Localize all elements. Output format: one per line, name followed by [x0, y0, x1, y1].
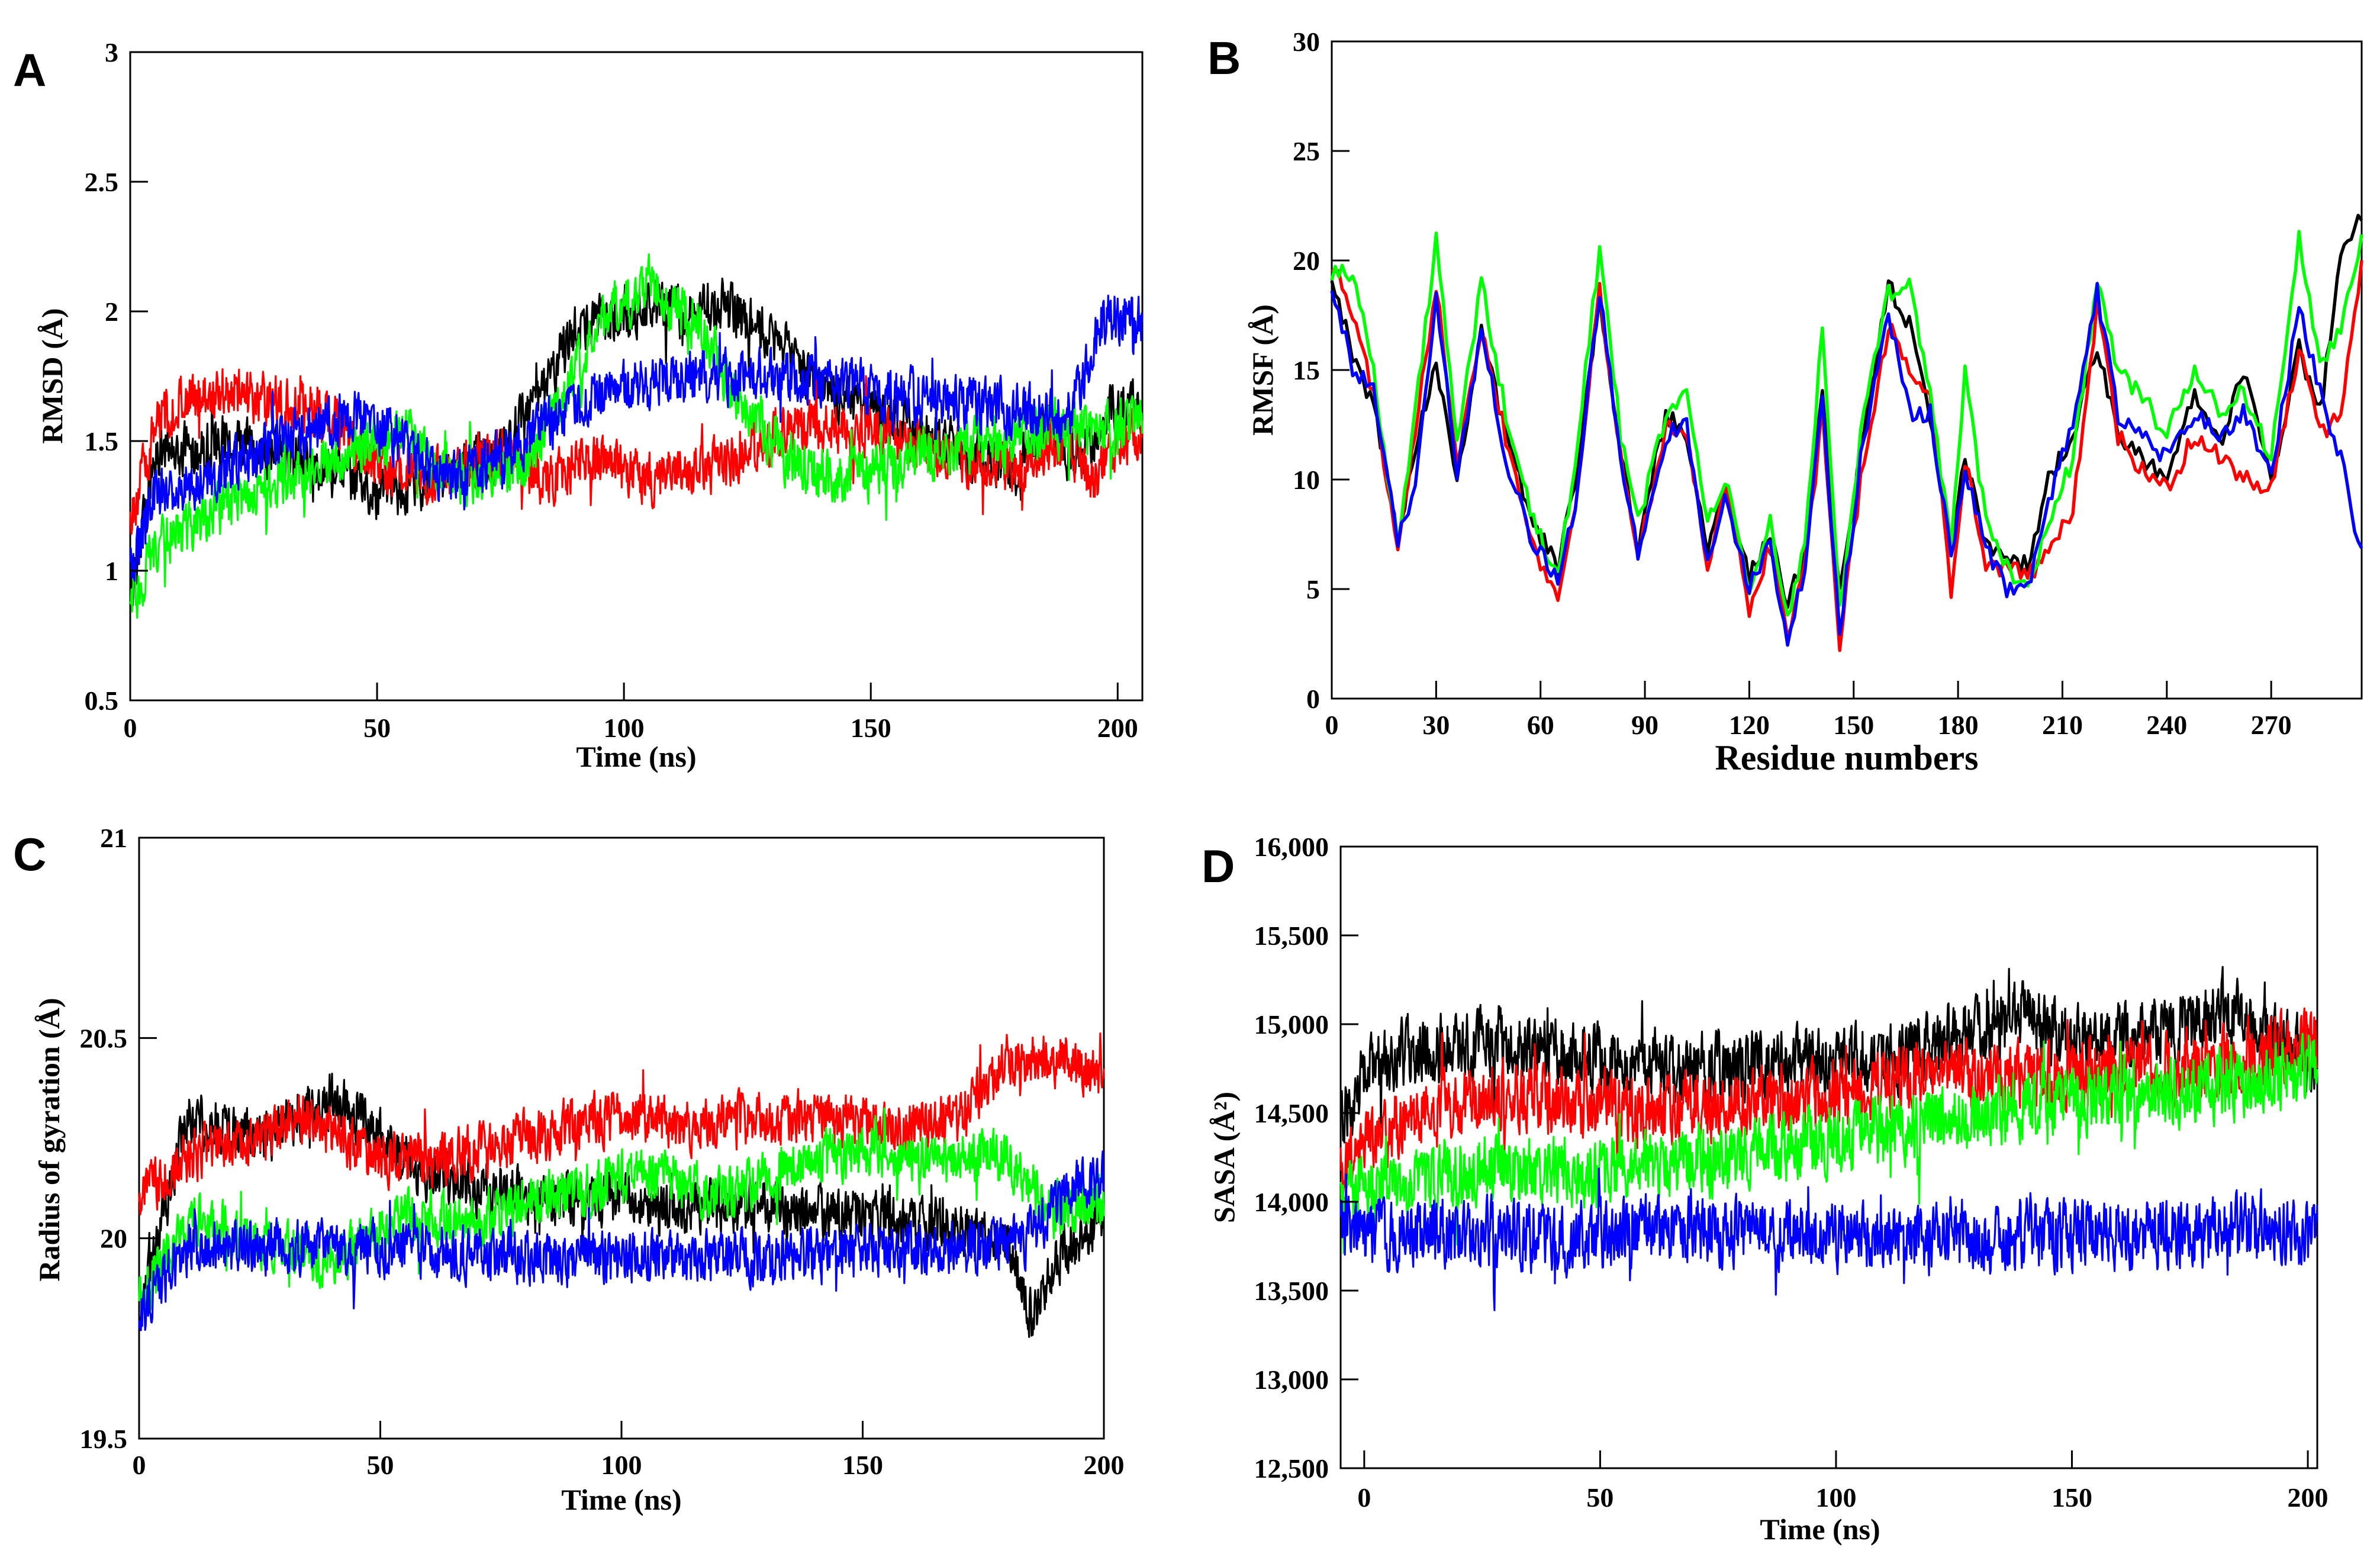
panel-letter-a: A	[13, 44, 46, 96]
x-tick-label-b: 90	[1631, 710, 1658, 740]
series-line-b-blue	[1330, 282, 2363, 647]
y-tick-label-b: 10	[1293, 465, 1320, 495]
y-axis-title-c: Radius of gyration (Å)	[33, 998, 66, 1281]
series-layer-d	[1339, 966, 2318, 1311]
y-tick-label-b: 25	[1293, 136, 1320, 166]
panel-letter-d: D	[1202, 840, 1235, 892]
y-tick-label-d: 15,000	[1254, 1009, 1329, 1040]
y-tick-label-c: 19.5	[80, 1424, 128, 1454]
series-line-a-green	[129, 253, 1144, 619]
y-tick-label-b: 5	[1306, 574, 1320, 604]
x-tick-label-d: 100	[1815, 1482, 1856, 1513]
x-tick-label-a: 100	[604, 713, 645, 743]
series-line-a-blue	[129, 294, 1144, 582]
y-tick-label-a: 1	[105, 556, 118, 586]
y-tick-label-d: 14,500	[1254, 1098, 1329, 1128]
panel-a: A 0 50 100 150 200 0.5 1 1.5 2 2.5 3 Time (ns) RMS…	[13, 37, 1144, 773]
y-axis-title-b: RMSF (Å)	[1246, 304, 1279, 436]
y-tick-label-d: 16,000	[1254, 832, 1329, 862]
series-line-d-green	[1339, 1032, 2318, 1254]
x-tick-label-b: 120	[1729, 710, 1770, 740]
plot-frame-b	[1331, 40, 2363, 700]
x-tick-label-d: 50	[1586, 1482, 1613, 1513]
x-tick-label-a: 150	[851, 713, 891, 743]
plot-frame-c	[138, 837, 1105, 1440]
panel-b: B 0 30 60 90 120 150 180 210 240 270051015202530 …	[1207, 27, 2363, 777]
y-tick-label-d: 13,500	[1254, 1276, 1329, 1306]
plot-frame-a	[129, 51, 1144, 702]
x-tick-label-a: 0	[124, 713, 137, 743]
x-tick-label-c: 0	[133, 1450, 146, 1480]
x-tick-label-d: 0	[1357, 1482, 1371, 1513]
series-line-c-green	[138, 1107, 1105, 1314]
panel-c: C 0 50 100 150 200 19.5 20 20.5 21 Time (ns) Rad…	[13, 823, 1125, 1516]
panel-letter-c: C	[13, 828, 46, 880]
x-tick-label-b: 30	[1422, 710, 1450, 740]
ticks-a: 0 50 100 150 200 0.5 1 1.5 2 2.5 3	[85, 37, 1138, 743]
x-tick-label-c: 150	[842, 1450, 883, 1480]
y-tick-label-a: 2.5	[85, 167, 119, 197]
ticks-d: 0 50 100 150 200 12,500 13,000 13,500 14,000 14,5…	[1254, 832, 2329, 1513]
y-tick-label-b: 0	[1306, 684, 1320, 714]
x-tick-label-b: 270	[2251, 710, 2292, 740]
x-tick-label-c: 200	[1084, 1450, 1125, 1480]
y-tick-label-b: 20	[1293, 246, 1320, 276]
series-layer-c	[138, 1032, 1105, 1338]
panel-d: D 0 50 100 150 200 12,500 13,000 13,500 14,000 14…	[1202, 832, 2329, 1546]
panel-letter-b: B	[1207, 32, 1241, 84]
x-tick-label-d: 150	[2051, 1482, 2092, 1513]
x-tick-label-b: 210	[2042, 710, 2083, 740]
y-tick-label-d: 14,000	[1254, 1187, 1329, 1217]
y-tick-label-b: 15	[1293, 355, 1320, 385]
ticks-b: 0 30 60 90 120 150 180 210 240 270 0 5 10 15 20 25 30	[1293, 27, 2292, 740]
series-line-c-blue	[138, 1150, 1105, 1331]
y-tick-label-a: 3	[105, 37, 118, 67]
x-tick-label-c: 50	[367, 1450, 394, 1480]
series-layer-b	[1330, 214, 2363, 652]
y-tick-label-c: 20.5	[80, 1023, 128, 1053]
y-tick-label-d: 12,500	[1254, 1453, 1329, 1484]
x-tick-label-b: 60	[1527, 710, 1554, 740]
x-tick-label-a: 200	[1097, 713, 1138, 743]
x-tick-label-b: 150	[1833, 710, 1874, 740]
x-axis-title-a: Time (ns)	[576, 740, 696, 773]
series-layer-a	[129, 253, 1144, 619]
x-tick-label-b: 0	[1325, 710, 1339, 740]
plot-frame-d	[1339, 845, 2318, 1469]
x-tick-label-b: 240	[2146, 710, 2187, 740]
y-tick-label-c: 20	[100, 1224, 127, 1254]
y-tick-label-d: 13,000	[1254, 1365, 1329, 1395]
x-axis-title-d: Time (ns)	[1760, 1513, 1880, 1546]
x-axis-title-c: Time (ns)	[561, 1483, 681, 1516]
series-line-b-green	[1330, 230, 2363, 617]
y-tick-label-a: 0.5	[85, 686, 119, 716]
x-tick-label-a: 50	[363, 713, 391, 743]
x-axis-title-b: Residue numbers	[1715, 738, 1978, 777]
y-tick-label-a: 1.5	[85, 426, 119, 456]
y-tick-label-d: 15,500	[1254, 921, 1329, 951]
y-axis-title-d: SASA (Å²)	[1207, 1092, 1241, 1223]
y-axis-title-a: RMSD (Å)	[36, 308, 69, 443]
x-tick-label-c: 100	[601, 1450, 642, 1480]
x-tick-label-d: 200	[2288, 1482, 2329, 1513]
y-tick-label-a: 2	[105, 297, 118, 327]
ticks-c: 0 50 100 150 200 19.5 20 20.5 21	[80, 823, 1125, 1480]
y-tick-label-c: 21	[100, 823, 127, 853]
series-line-d-blue	[1339, 1167, 2318, 1311]
y-tick-label-b: 30	[1293, 27, 1320, 57]
series-line-d-black	[1339, 966, 2318, 1144]
series-line-c-red	[138, 1032, 1105, 1215]
x-tick-label-b: 180	[1938, 710, 1979, 740]
